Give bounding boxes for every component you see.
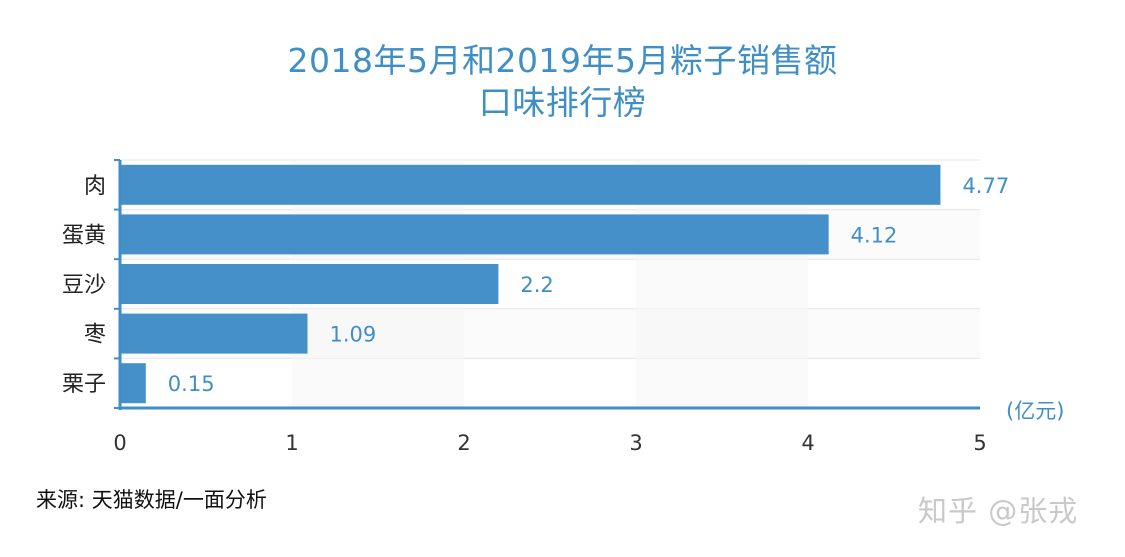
chart-title: 2018年5月和2019年5月粽子销售额 口味排行榜 [0, 40, 1125, 124]
category-label-4: 栗子 [62, 372, 106, 397]
value-label-4: 0.15 [168, 372, 215, 396]
bar-2 [120, 264, 499, 304]
source-note: 来源: 天猫数据/一面分析 [36, 488, 267, 512]
bar-1 [120, 214, 829, 255]
category-label-3: 枣 [84, 323, 106, 348]
chart-axes [114, 159, 980, 410]
x-tick-label-3: 3 [629, 431, 642, 455]
value-label-0: 4.77 [962, 174, 1009, 198]
value-label-2: 2.2 [520, 273, 553, 297]
chart-title-line-1: 2018年5月和2019年5月粽子销售额 [287, 41, 838, 80]
grid-band [120, 358, 980, 408]
bar-4 [120, 363, 146, 404]
watermark: 知乎 @张戎 [918, 494, 1079, 528]
value-label-1: 4.12 [851, 223, 898, 247]
x-tick-label-1: 1 [285, 431, 298, 455]
category-label-0: 肉 [84, 174, 106, 199]
x-tick-label-0: 0 [113, 431, 126, 455]
bar-3 [120, 313, 308, 354]
unit-label: (亿元) [1006, 399, 1064, 423]
x-tick-label-4: 4 [801, 431, 814, 455]
value-label-3: 1.09 [329, 323, 376, 347]
x-tick-label-2: 2 [457, 431, 470, 455]
category-label-2: 豆沙 [62, 273, 106, 298]
category-label-1: 蛋黄 [62, 223, 106, 248]
bar-0 [120, 164, 941, 205]
chart-title-line-2: 口味排行榜 [478, 83, 647, 122]
chart-bars [120, 164, 941, 404]
x-tick-label-5: 5 [973, 431, 986, 455]
